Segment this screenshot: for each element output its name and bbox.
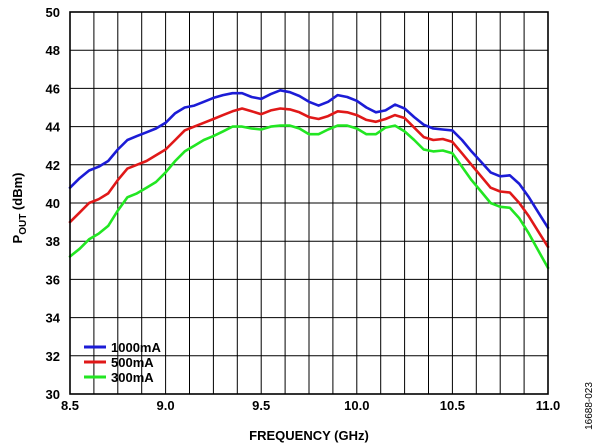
x-axis-title: FREQUENCY (GHz) [249, 428, 369, 443]
y-axis-title-unit: (dBm) [10, 173, 25, 214]
series-lines [68, 89, 550, 270]
y-tick-label: 36 [46, 272, 60, 287]
figure-id: 16688-023 [584, 382, 595, 430]
y-axis-title-main: P [10, 234, 25, 243]
x-tick-label: 9.0 [157, 398, 175, 413]
y-tick-label: 48 [46, 43, 60, 58]
y-tick-label: 50 [46, 5, 60, 20]
y-tick-label: 46 [46, 81, 60, 96]
y-tick-label: 40 [46, 196, 60, 211]
x-axis-ticks: 8.5 9.0 9.5 10.0 10.5 11.0 [61, 398, 560, 413]
x-tick-label: 10.0 [344, 398, 369, 413]
legend-label-500mA: 500mA [111, 355, 154, 370]
y-tick-label: 44 [46, 120, 61, 135]
x-tick-label: 9.5 [252, 398, 270, 413]
series-line-1000mA [68, 89, 550, 230]
x-tick-label: 8.5 [61, 398, 79, 413]
grid [69, 11, 549, 395]
y-tick-label: 42 [46, 158, 60, 173]
y-tick-label: 32 [46, 349, 60, 364]
series-line-500mA [68, 107, 550, 249]
y-axis-title: POUT (dBm) [10, 173, 29, 244]
y-axis-ticks: 30 32 34 36 38 40 42 44 46 48 50 [46, 5, 61, 402]
plot-border [69, 11, 549, 395]
legend-label-300mA: 300mA [111, 370, 154, 385]
y-tick-label: 38 [46, 234, 60, 249]
y-tick-label: 30 [46, 387, 60, 402]
series-line-300mA [68, 124, 550, 270]
y-axis-title-subscript: OUT [18, 214, 29, 235]
y-tick-label: 34 [46, 311, 61, 326]
x-tick-label: 11.0 [536, 398, 561, 413]
x-tick-label: 10.5 [440, 398, 465, 413]
legend-label-1000mA: 1000mA [111, 340, 161, 355]
